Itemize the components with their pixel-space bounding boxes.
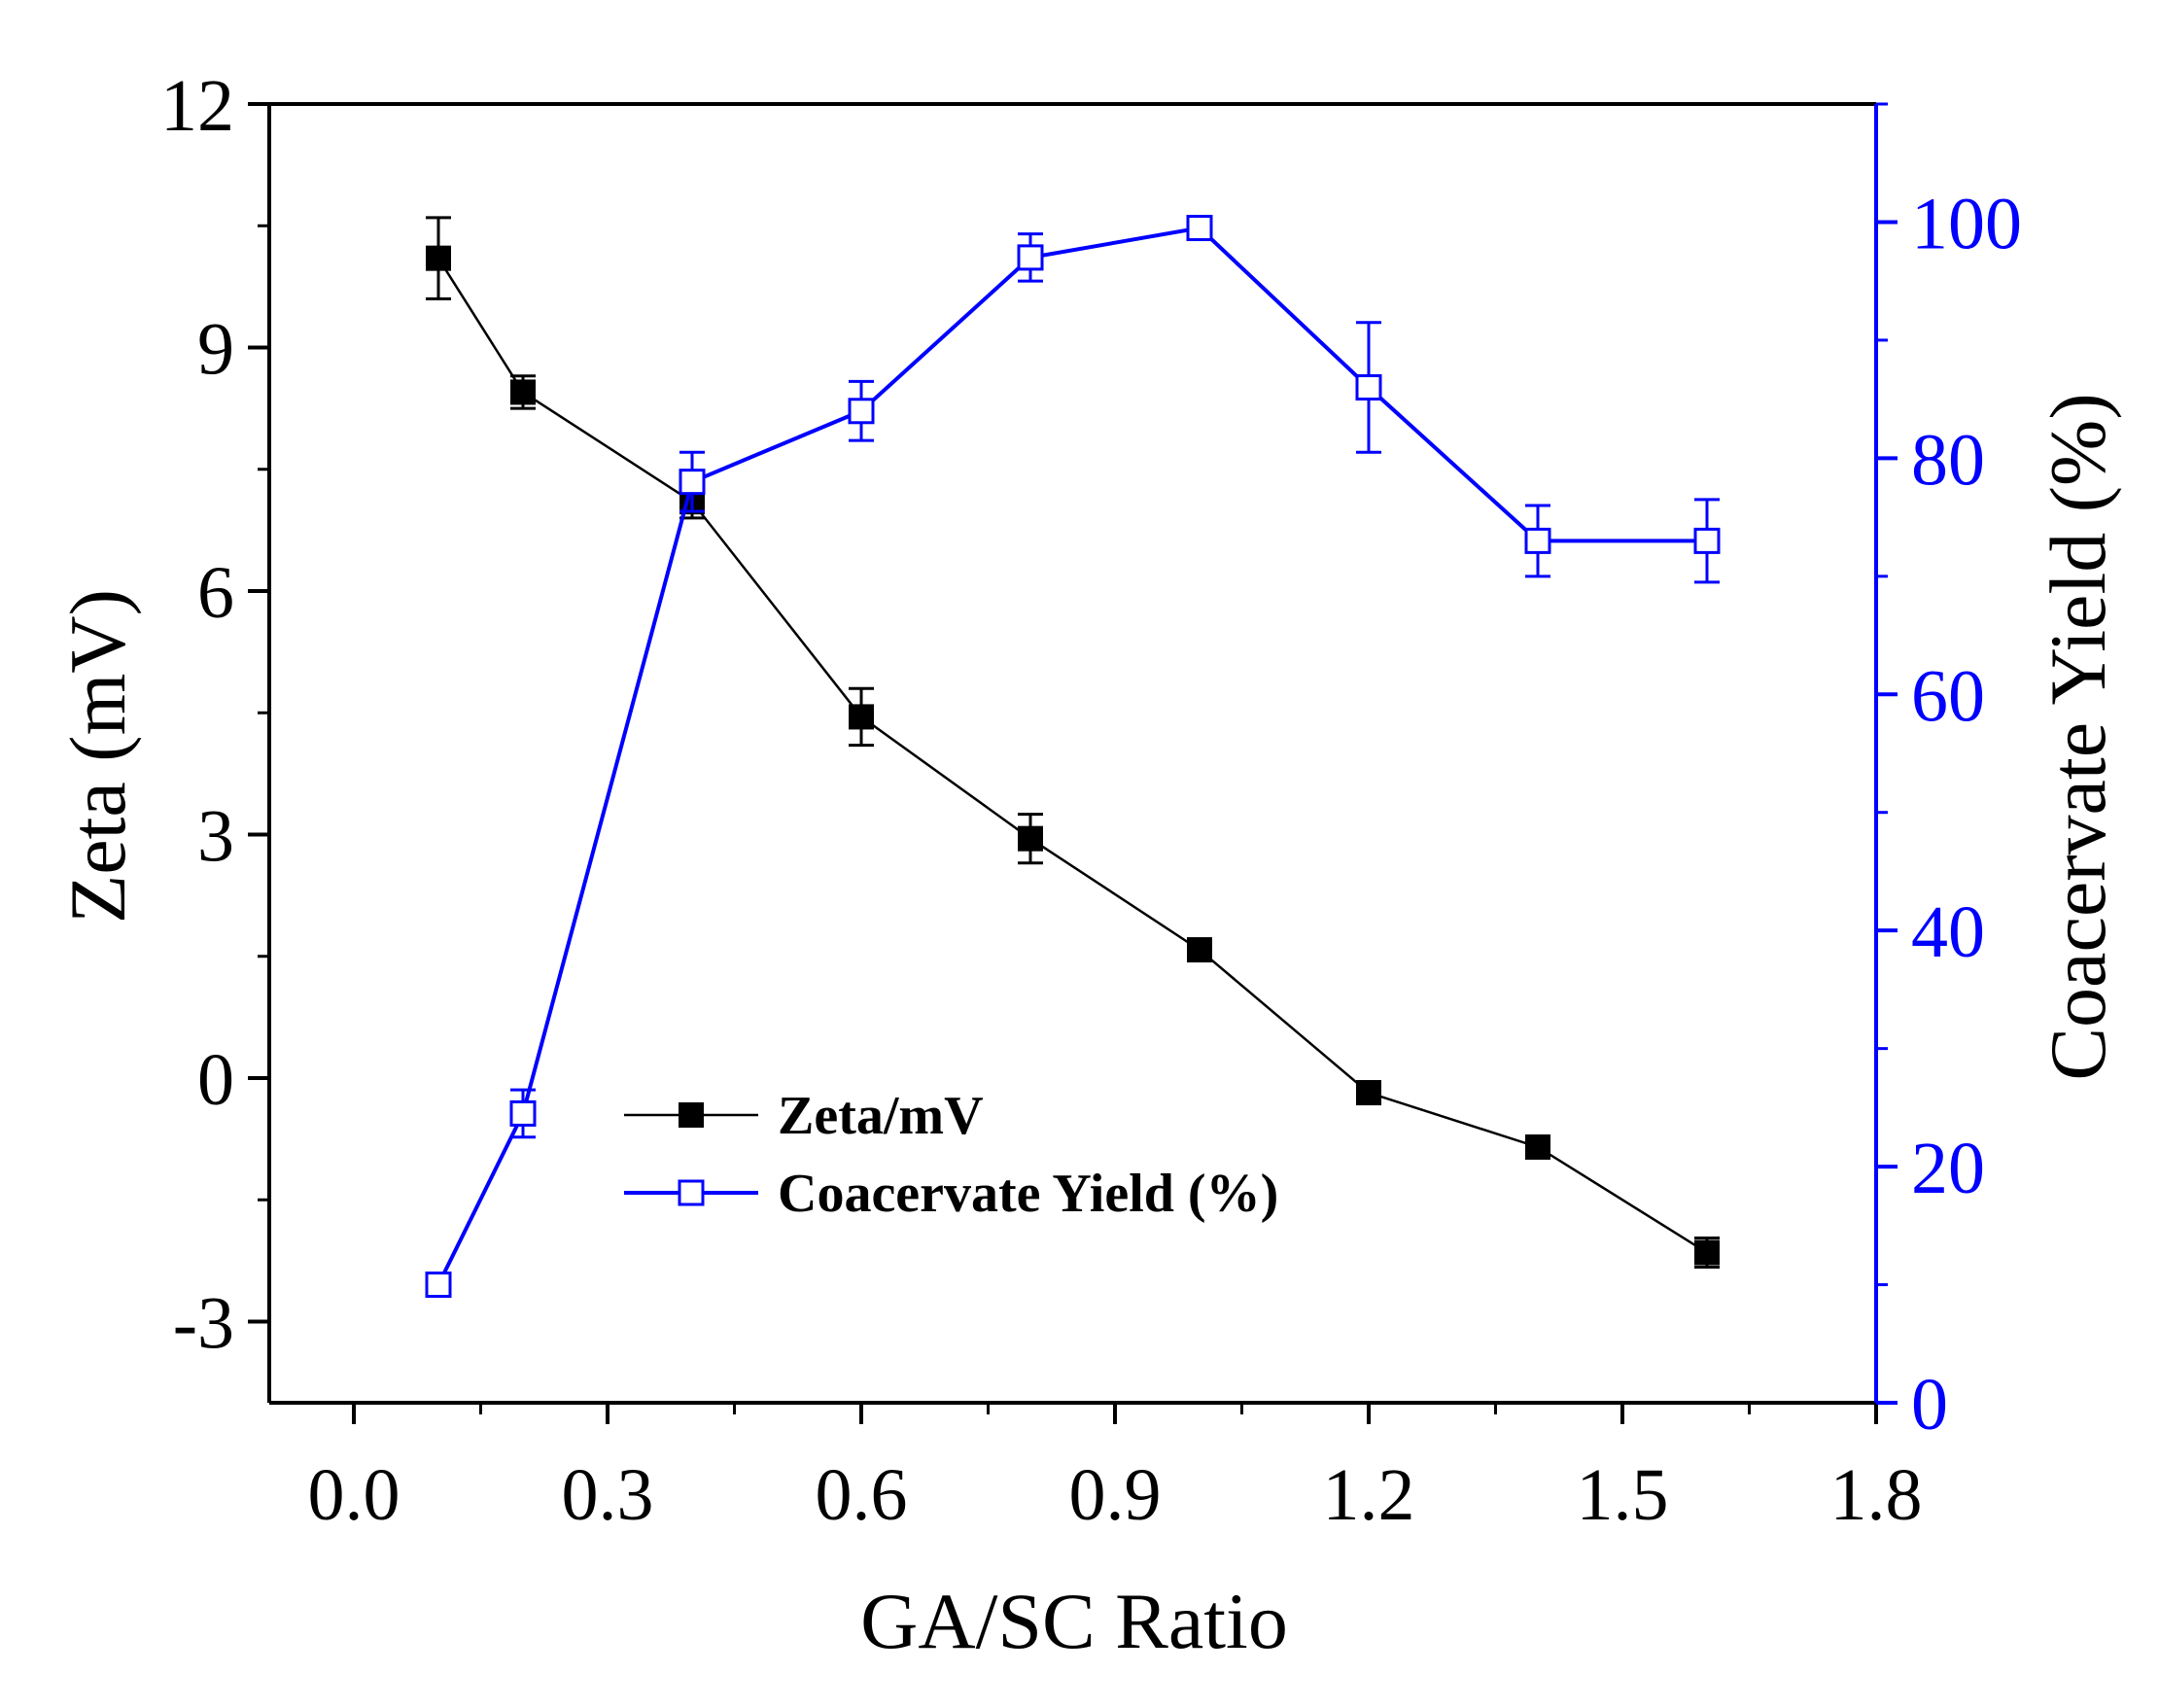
legend-label: Zeta/mV [778,1086,984,1146]
x-tick-label: 1.2 [1323,1454,1415,1536]
series-line-yield [436,226,1707,1286]
y-left-tick-label: 12 [160,65,234,147]
data-point-yield [1355,373,1382,401]
y-right-tick-label: 40 [1911,891,1985,973]
legend-marker-yield [678,1179,705,1206]
y-right-tick-label: 100 [1911,183,2022,264]
y-axis-left: 12 9 6 3 0 -3 [160,65,269,1365]
legend-label: Coacervate Yield (%) [778,1164,1278,1224]
y-right-tick-label: 0 [1911,1364,1948,1446]
data-point-zeta [510,379,536,405]
data-point-zeta [1187,937,1212,963]
y-left-tick-label: -3 [173,1283,234,1365]
data-point-zeta [849,704,874,730]
data-point-yield [509,1099,537,1127]
data-point-yield [1017,244,1044,271]
data-point-zeta [1018,825,1043,852]
y-left-tick-label: 3 [197,796,234,878]
y-left-tick-label: 9 [197,309,234,391]
y-right-tick-label: 20 [1911,1128,1985,1209]
data-point-yield [848,398,875,425]
y-axis-right: 100 80 60 40 20 0 [1876,102,2022,1446]
plot-frame [267,102,1878,1405]
data-point-yield [1186,215,1213,242]
data-point-zeta [1525,1133,1550,1160]
x-tick-label: 0.9 [1069,1454,1162,1536]
y-right-tick-label: 80 [1911,419,1985,501]
x-tick-label: 1.8 [1830,1454,1923,1536]
x-axis: 0.0 0.3 0.6 0.9 1.2 1.5 1.8 [308,1403,1923,1536]
x-tick-label: 0.0 [308,1454,400,1536]
data-point-yield [1524,527,1551,554]
data-point-zeta [1356,1080,1381,1106]
data-point-yield [425,1272,452,1299]
data-point-zeta [426,245,451,271]
y-axis-right-title: Coacervate Yield (%) [2034,393,2122,1080]
series-line-zeta [436,257,1708,1254]
y-left-tick-label: 6 [197,552,234,634]
y-left-tick-label: 0 [197,1039,234,1121]
y-axis-left-title: Zeta (mV) [53,589,142,924]
data-point-yield [1693,527,1721,554]
x-tick-label: 0.6 [816,1454,908,1536]
x-axis-title: GA/SC Ratio [860,1577,1288,1665]
data-point-yield [679,469,706,496]
legend-marker-zeta [679,1102,704,1128]
data-point-zeta [1694,1239,1720,1266]
x-tick-label: 0.3 [562,1454,654,1536]
x-tick-label: 1.5 [1577,1454,1669,1536]
series-layer [425,215,1721,1299]
y-right-tick-label: 60 [1911,655,1985,737]
legend: Zeta/mV Coacervate Yield (%) [624,1086,1278,1224]
